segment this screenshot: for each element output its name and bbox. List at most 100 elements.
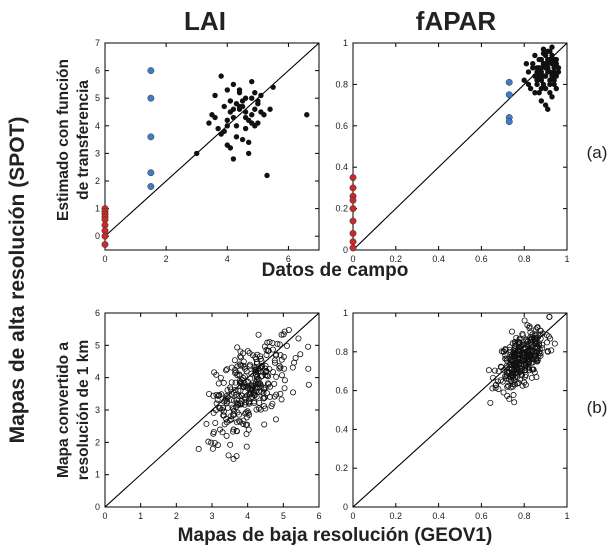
- y-tick-label: 0.8: [335, 347, 348, 357]
- x-tick-label: 6: [316, 511, 321, 521]
- ylabel-bottom-line2: resolución de 1 km: [75, 340, 92, 480]
- data-point: [212, 419, 219, 426]
- plot-a-fapar: 0 0.2 0.4 0.6 0.8 1 0 0.2 0.4 0.6 0.8 1: [335, 38, 569, 264]
- data-point-black: [553, 56, 559, 63]
- data-point: [208, 439, 215, 446]
- data-point-black: [236, 103, 243, 110]
- x-tick-label: 3: [209, 511, 214, 521]
- data-point-red: [349, 184, 357, 192]
- data-point: [244, 408, 251, 415]
- data-point: [487, 399, 494, 406]
- data-point: [532, 334, 539, 341]
- data-point: [233, 419, 240, 426]
- data-point: [225, 452, 232, 459]
- data-point-black: [532, 52, 538, 59]
- data-point-black: [549, 73, 555, 79]
- data-point: [518, 371, 525, 378]
- data-point-black: [218, 131, 224, 137]
- data-point: [265, 347, 272, 354]
- data-point: [289, 364, 296, 371]
- data-point-black: [258, 92, 264, 99]
- data-point: [214, 442, 221, 449]
- data-point-black: [545, 106, 551, 112]
- data-point: [245, 399, 252, 406]
- data-point-black: [221, 103, 227, 110]
- data-point: [515, 361, 522, 368]
- data-point: [533, 348, 540, 355]
- x-tick-label: 5: [281, 511, 286, 521]
- data-point: [220, 412, 227, 419]
- ylabel-bottom-line1: Mapa convertido a: [55, 342, 72, 478]
- x-tick-label: 0: [102, 511, 107, 521]
- col-title-fapar: fAPAR: [416, 6, 497, 36]
- data-point: [230, 411, 237, 418]
- data-point: [281, 365, 288, 372]
- data-point: [240, 350, 247, 357]
- data-point-black: [249, 95, 255, 101]
- data-point-black: [255, 101, 261, 107]
- data-point: [521, 379, 528, 386]
- data-point: [500, 348, 507, 355]
- data-point: [534, 358, 541, 365]
- data-point: [260, 395, 267, 402]
- data-point: [533, 340, 540, 347]
- data-point: [251, 367, 258, 374]
- y-tick-label: 6: [95, 308, 100, 318]
- data-point: [211, 439, 218, 446]
- y-tick-label: 2: [95, 437, 100, 447]
- data-point: [214, 396, 221, 403]
- data-point: [515, 358, 522, 365]
- data-point: [195, 446, 202, 453]
- data-point: [515, 364, 522, 371]
- y-tick-label: 6: [95, 66, 100, 76]
- data-point: [228, 391, 235, 398]
- y-tick-label: 0.6: [335, 386, 348, 396]
- data-point: [239, 392, 246, 399]
- data-point-black: [542, 52, 549, 59]
- axes-frame: [352, 42, 568, 251]
- data-point: [502, 355, 509, 362]
- data-point: [244, 421, 251, 428]
- data-point: [290, 389, 297, 396]
- data-point: [236, 361, 243, 368]
- x-tick-label: 6: [286, 254, 291, 264]
- data-point: [228, 379, 235, 386]
- data-point: [508, 352, 515, 359]
- data-point: [240, 417, 247, 424]
- data-point: [244, 348, 251, 355]
- data-point: [253, 365, 260, 372]
- data-point: [256, 399, 263, 406]
- data-point: [227, 441, 234, 448]
- data-point: [262, 365, 269, 372]
- data-point: [527, 348, 534, 355]
- data-point-black: [551, 77, 557, 83]
- panel-label-b: (b): [587, 398, 608, 417]
- x-tick-label: 0: [102, 254, 107, 264]
- y-tick-label: 0.4: [335, 162, 348, 172]
- data-point: [248, 370, 255, 377]
- data-point: [508, 328, 515, 335]
- data-point-black: [230, 106, 237, 112]
- data-point: [515, 343, 522, 350]
- data-point: [271, 380, 278, 387]
- axes-frame: [352, 312, 568, 508]
- data-point-black: [230, 114, 237, 121]
- data-point: [237, 418, 244, 425]
- y-tick-label: 0: [343, 502, 348, 512]
- data-point-black: [538, 85, 545, 92]
- x-tick-label: 0.4: [432, 254, 445, 264]
- data-point: [485, 367, 492, 374]
- data-point-blue: [147, 67, 155, 75]
- data-point-black: [224, 142, 230, 148]
- data-point: [256, 388, 263, 395]
- data-point-red: [101, 241, 109, 248]
- data-point: [278, 356, 285, 363]
- data-point: [514, 380, 521, 387]
- data-point-black: [239, 136, 246, 143]
- data-point-black: [239, 98, 246, 104]
- data-point: [511, 342, 518, 349]
- y-tick-label: 2: [95, 176, 100, 186]
- data-point-black: [525, 69, 532, 75]
- data-point-red: [349, 196, 357, 204]
- data-point: [489, 374, 496, 381]
